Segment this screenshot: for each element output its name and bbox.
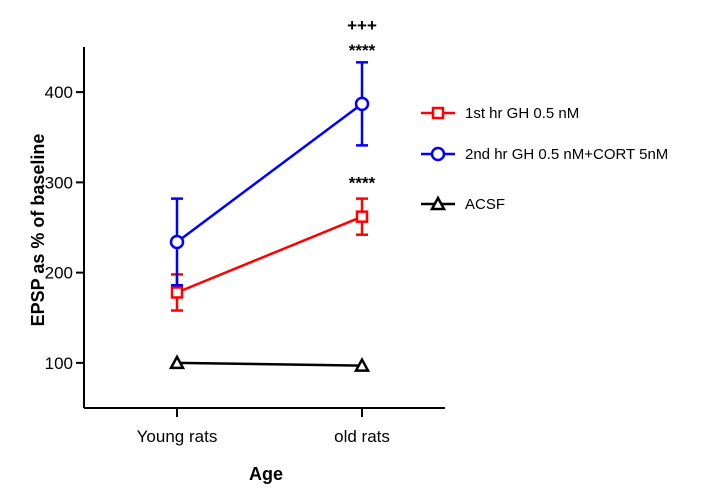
series-line	[176, 215, 363, 294]
data-point	[168, 354, 186, 370]
legend-marker	[431, 106, 445, 120]
legend-label: 2nd hr GH 0.5 nM+CORT 5nM	[465, 146, 668, 163]
legend-label: 1st hr GH 0.5 nM	[465, 105, 579, 122]
data-point	[170, 286, 184, 299]
series-2	[169, 61, 370, 287]
y-tick-label: 200	[45, 264, 73, 283]
series-line	[176, 102, 363, 243]
x-tick-label: Young rats	[137, 427, 218, 446]
legend-item: 2nd hr GH 0.5 nM+CORT 5nM	[421, 146, 668, 163]
data-point	[354, 96, 370, 112]
series-3	[168, 354, 371, 372]
legend-item: 1st hr GH 0.5 nM	[421, 105, 579, 122]
x-axis-title: Age	[249, 464, 283, 484]
significance-annotation: ****	[349, 174, 376, 193]
significance-annotation: ****	[349, 41, 376, 60]
series-layer	[168, 61, 371, 372]
series-line	[176, 361, 363, 367]
y-tick-label: 400	[45, 83, 73, 102]
annotation-layer: +++ **** ****	[347, 16, 377, 193]
y-tick-label: 100	[45, 354, 73, 373]
legend-marker	[429, 195, 447, 211]
data-point	[355, 210, 369, 223]
axes: 100 200 300 400 Young rats old rats	[45, 47, 445, 446]
x-tick-label: old rats	[334, 427, 390, 446]
legend-marker	[430, 146, 446, 162]
legend: 1st hr GH 0.5 nM 2nd hr GH 0.5 nM+CORT 5n…	[421, 105, 668, 213]
significance-annotation: +++	[347, 16, 377, 35]
data-point	[353, 356, 371, 372]
y-tick-label: 300	[45, 173, 73, 192]
data-point	[169, 234, 185, 250]
legend-item: ACSF	[421, 195, 505, 213]
legend-label: ACSF	[465, 196, 505, 213]
y-axis-title: EPSP as % of baseline	[28, 134, 48, 327]
series-1	[170, 197, 369, 312]
